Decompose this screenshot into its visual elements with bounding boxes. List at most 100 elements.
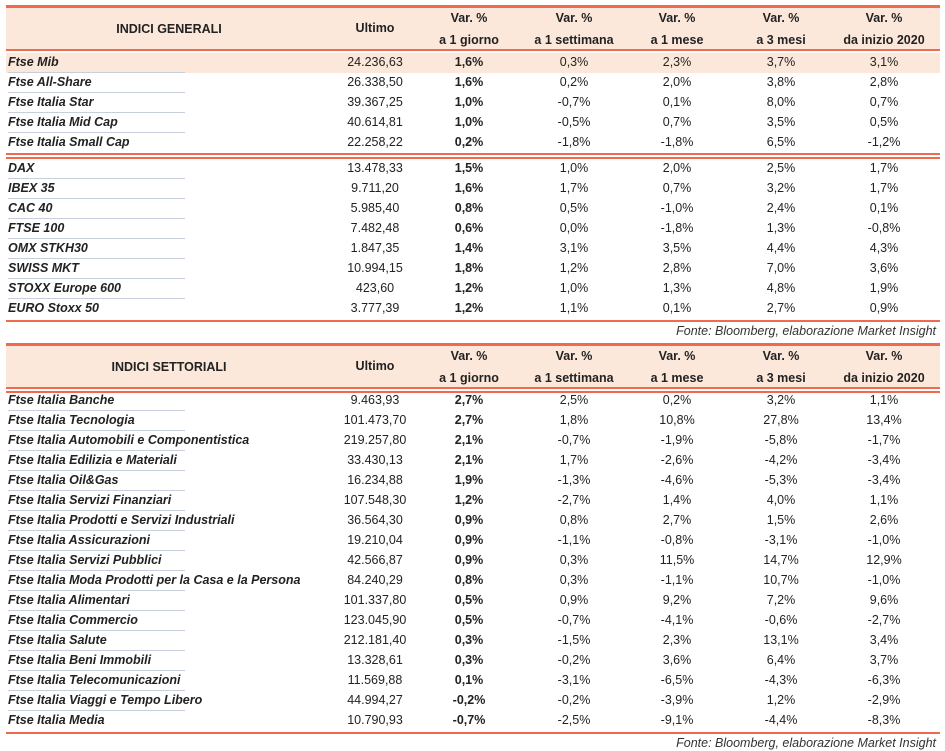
percent-change: -3,1% [557, 673, 591, 687]
percent-change: 2,6% [869, 513, 899, 527]
percent-change: 27,8% [763, 413, 799, 427]
table-row: Ftse Italia Small Cap 22.258,22 0,2% -1,8% -… [6, 133, 940, 153]
percent-change: -3,9% [660, 693, 694, 707]
last-value: 123.045,90 [343, 613, 407, 627]
percent-change: 0,3% [559, 55, 589, 69]
percent-change: -4,4% [764, 713, 798, 727]
percent-change: 0,2% [559, 75, 589, 89]
index-name: Ftse Italia Tecnologia [8, 413, 135, 427]
percent-change: 14,7% [763, 553, 799, 567]
percent-change: -1,1% [557, 533, 591, 547]
row-separator [8, 570, 185, 571]
last-value: 10.994,15 [347, 261, 403, 275]
percent-change: -0,2% [452, 693, 486, 707]
last-value: 40.614,81 [347, 115, 403, 129]
row-separator [8, 490, 185, 491]
row-separator [8, 198, 185, 199]
percent-change: 13,4% [866, 413, 902, 427]
index-name: Ftse Italia Banche [8, 393, 115, 407]
last-value: 7.482,48 [350, 221, 400, 235]
last-value: 19.210,04 [347, 533, 403, 547]
index-name: Ftse Italia Assicurazioni [8, 533, 150, 547]
percent-change: 0,9% [559, 593, 589, 607]
percent-change: 3,1% [559, 241, 589, 255]
percent-change: 2,0% [662, 75, 692, 89]
row-separator [8, 238, 185, 239]
row-separator [8, 450, 185, 451]
percent-change: 2,8% [869, 75, 899, 89]
percent-change: -2,9% [867, 693, 901, 707]
table-row: Ftse Italia Servizi Finanziari 107.548,30… [6, 491, 940, 511]
group-divider [6, 387, 940, 393]
index-name: Ftse Italia Commercio [8, 613, 138, 627]
index-name: STOXX Europe 600 [8, 281, 122, 295]
column-header: Var. % a 1 mese [650, 349, 704, 385]
percent-change: -3,4% [867, 473, 901, 487]
percent-change: -1,1% [660, 573, 694, 587]
percent-change: 1,0% [454, 115, 484, 129]
percent-change: 0,5% [559, 201, 589, 215]
percent-change: -1,0% [660, 201, 694, 215]
last-value: 5.985,40 [350, 201, 400, 215]
percent-change: -1,2% [867, 135, 901, 149]
percent-change: 0,9% [454, 533, 484, 547]
last-value: 423,60 [355, 281, 395, 295]
percent-change: -3,1% [764, 533, 798, 547]
index-name: CAC 40 [8, 201, 53, 215]
percent-change: -6,5% [660, 673, 694, 687]
percent-change: -1,9% [660, 433, 694, 447]
index-name: Ftse Mib [8, 55, 59, 69]
percent-change: 1,8% [559, 413, 589, 427]
percent-change: 0,1% [662, 301, 692, 315]
index-name: Ftse Italia Small Cap [8, 135, 130, 149]
last-value: 24.236,63 [347, 55, 403, 69]
percent-change: 1,1% [869, 393, 899, 407]
percent-change: 0,8% [454, 201, 484, 215]
table-row: Ftse Italia Star 39.367,25 1,0% -0,7% 0,1% 8,… [6, 93, 940, 113]
last-value: 42.566,87 [347, 553, 403, 567]
percent-change: -1,7% [867, 433, 901, 447]
table-row: Ftse Italia Moda Prodotti per la Casa e … [6, 571, 940, 591]
table-row: Ftse Italia Banche 9.463,93 2,7% 2,5% 0,2% 3,… [6, 391, 940, 411]
percent-change: -0,2% [557, 653, 591, 667]
index-name: Ftse Italia Servizi Pubblici [8, 553, 162, 567]
index-name: Ftse Italia Telecomunicazioni [8, 673, 181, 687]
percent-change: 3,7% [869, 653, 899, 667]
percent-change: 1,2% [454, 281, 484, 295]
index-name: Ftse Italia Mid Cap [8, 115, 118, 129]
percent-change: 4,0% [766, 493, 796, 507]
last-value: 26.338,50 [347, 75, 403, 89]
percent-change: 3,2% [766, 393, 796, 407]
percent-change: 0,1% [869, 201, 899, 215]
percent-change: 0,8% [454, 573, 484, 587]
percent-change: 1,4% [454, 241, 484, 255]
table-top-border [6, 5, 940, 8]
table-row: Ftse Italia Prodotti e Servizi Industria… [6, 511, 940, 531]
percent-change: -5,8% [764, 433, 798, 447]
table-row: Ftse All-Share 26.338,50 1,6% 0,2% 2,0% 3,8% 2… [6, 73, 940, 93]
row-separator [8, 590, 185, 591]
table-title: INDICI SETTORIALI [111, 360, 227, 374]
percent-change: 0,5% [454, 593, 484, 607]
row-separator [8, 650, 185, 651]
index-name: Ftse Italia Alimentari [8, 593, 130, 607]
table-top-border [6, 343, 940, 346]
percent-change: 2,3% [662, 55, 692, 69]
percent-change: -2,6% [660, 453, 694, 467]
table-header: INDICI GENERALI Ultimo Var. % a 1 giorno Var… [6, 8, 940, 49]
percent-change: 3,5% [766, 115, 796, 129]
percent-change: -4,3% [764, 673, 798, 687]
percent-change: 1,9% [869, 281, 899, 295]
index-name: Ftse Italia Media [8, 713, 105, 727]
table-row: Ftse Italia Assicurazioni 19.210,04 0,9% -1… [6, 531, 940, 551]
table-row: Ftse Italia Media 10.790,93 -0,7% -2,5% -9,1… [6, 711, 940, 731]
table-row: Ftse Italia Servizi Pubblici 42.566,87 0,9… [6, 551, 940, 571]
percent-change: -1,8% [660, 135, 694, 149]
percent-change: 0,5% [454, 613, 484, 627]
percent-change: 3,5% [662, 241, 692, 255]
percent-change: -4,6% [660, 473, 694, 487]
row-separator [8, 298, 185, 299]
percent-change: -4,2% [764, 453, 798, 467]
percent-change: 3,8% [766, 75, 796, 89]
percent-change: -0,5% [557, 115, 591, 129]
